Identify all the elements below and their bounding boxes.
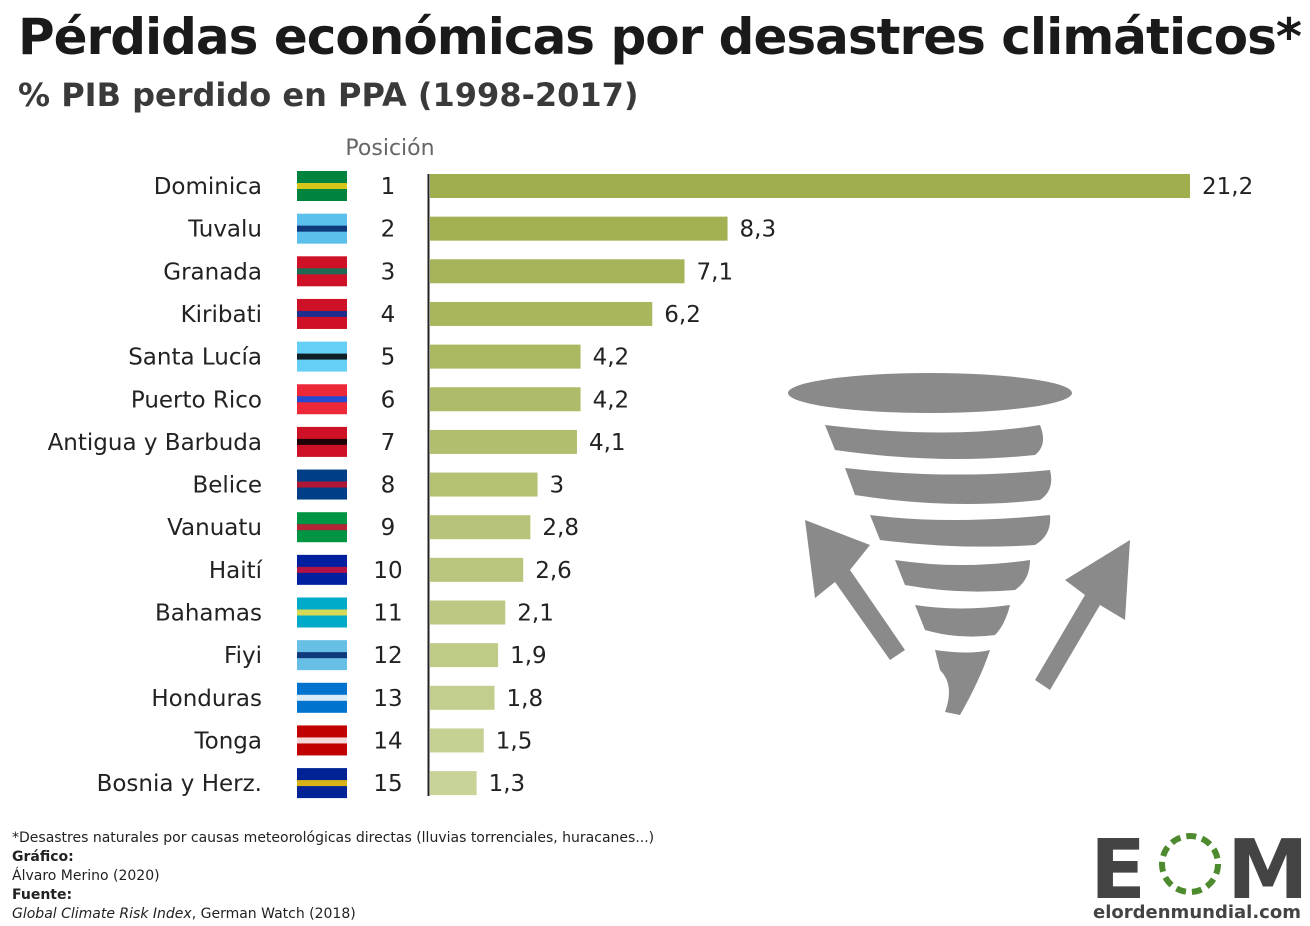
- footnote: *Desastres naturales por causas meteorol…: [12, 830, 655, 846]
- country-flag-stripe: [297, 609, 347, 616]
- fuente-italic: Global Climate Risk Index: [12, 906, 192, 922]
- country-flag-stripe: [297, 183, 347, 189]
- logo-site: elordenmundial.com: [1093, 902, 1301, 922]
- value-label: 7,1: [697, 259, 734, 285]
- country-flag-stripe: [297, 524, 347, 531]
- position-label: 9: [381, 515, 396, 541]
- country-flag-stripe: [297, 737, 347, 744]
- svg-text:M: M: [1227, 823, 1305, 918]
- category-label: Tonga: [194, 728, 262, 754]
- value-label: 4,1: [589, 430, 626, 456]
- value-label: 4,2: [593, 345, 630, 371]
- grafico-label: Gráfico:: [12, 849, 74, 865]
- bar: [430, 557, 524, 582]
- position-label: 13: [373, 686, 402, 712]
- grafico-author: Álvaro Merino (2020): [12, 868, 160, 884]
- value-label: 3: [550, 473, 565, 499]
- position-label: 2: [381, 217, 396, 243]
- value-label: 6,2: [664, 302, 701, 328]
- category-label: Tuvalu: [187, 217, 262, 243]
- position-label: 5: [381, 345, 396, 371]
- position-label: 10: [373, 558, 402, 584]
- value-label: 1,5: [496, 728, 533, 754]
- country-flag-stripe: [297, 694, 347, 701]
- position-label: 15: [373, 771, 402, 797]
- eom-logo: E M elordenmundial.com: [1090, 822, 1309, 926]
- value-label: 2,1: [517, 601, 554, 627]
- value-label: 4,2: [593, 387, 630, 413]
- fuente-source: Global Climate Risk Index, German Watch …: [12, 906, 356, 922]
- fuente-rest: , German Watch (2018): [191, 906, 356, 922]
- position-label: 6: [381, 387, 396, 413]
- position-label: 7: [381, 430, 396, 456]
- chart-title: Pérdidas económicas por desastres climát…: [18, 8, 1302, 66]
- value-label: 1,9: [510, 643, 547, 669]
- bar: [430, 685, 495, 710]
- position-label: 3: [381, 259, 396, 285]
- category-label: Kiribati: [181, 302, 262, 328]
- category-label: Fiyi: [224, 643, 262, 669]
- category-label: Honduras: [151, 686, 262, 712]
- category-label: Dominica: [154, 174, 262, 200]
- value-label: 2,8: [542, 515, 579, 541]
- country-flag-stripe: [297, 353, 347, 360]
- position-label: 11: [373, 601, 402, 627]
- country-flag-stripe: [297, 566, 347, 573]
- category-label: Puerto Rico: [131, 387, 262, 413]
- category-label: Antigua y Barbuda: [48, 430, 262, 456]
- country-flag-stripe: [297, 652, 347, 659]
- bar: [430, 216, 728, 241]
- bar: [430, 344, 581, 369]
- bar: [430, 515, 531, 540]
- country-flag-stripe: [297, 310, 347, 317]
- bar: [430, 472, 538, 497]
- bar: [430, 301, 653, 326]
- bar: [430, 643, 499, 668]
- position-label: 8: [381, 473, 396, 499]
- bar: [430, 174, 1190, 198]
- country-flag-stripe: [297, 396, 347, 403]
- tornado-icon: [788, 373, 1130, 715]
- category-label: Granada: [163, 259, 262, 285]
- country-flag-stripe: [297, 268, 347, 275]
- bar: [430, 259, 685, 284]
- value-label: 1,3: [489, 771, 526, 797]
- position-label: 1: [381, 174, 396, 200]
- country-flag-stripe: [297, 481, 347, 488]
- chart-subtitle: % PIB perdido en PPA (1998-2017): [18, 76, 639, 114]
- category-label: Haití: [209, 558, 263, 584]
- category-label: Belice: [192, 473, 262, 499]
- position-label: 4: [381, 302, 396, 328]
- position-header: Posición: [345, 136, 434, 161]
- value-label: 2,6: [535, 558, 572, 584]
- position-label: 14: [373, 728, 402, 754]
- category-label: Bosnia y Herz.: [97, 771, 262, 797]
- value-label: 8,3: [740, 217, 777, 243]
- bar: [430, 771, 477, 796]
- value-label: 1,8: [507, 686, 544, 712]
- category-label: Santa Lucía: [128, 345, 262, 371]
- bar: [430, 429, 577, 454]
- bar: [430, 728, 484, 753]
- category-label: Vanuatu: [167, 515, 262, 541]
- bar: [430, 600, 506, 625]
- value-label: 21,2: [1202, 174, 1253, 200]
- fuente-label: Fuente:: [12, 887, 73, 903]
- bar: [430, 387, 581, 412]
- country-flag-stripe: [297, 780, 347, 787]
- position-label: 12: [373, 643, 402, 669]
- country-flag-stripe: [297, 438, 347, 445]
- country-flag-stripe: [297, 225, 347, 232]
- category-label: Bahamas: [155, 601, 262, 627]
- svg-text:E: E: [1090, 823, 1146, 918]
